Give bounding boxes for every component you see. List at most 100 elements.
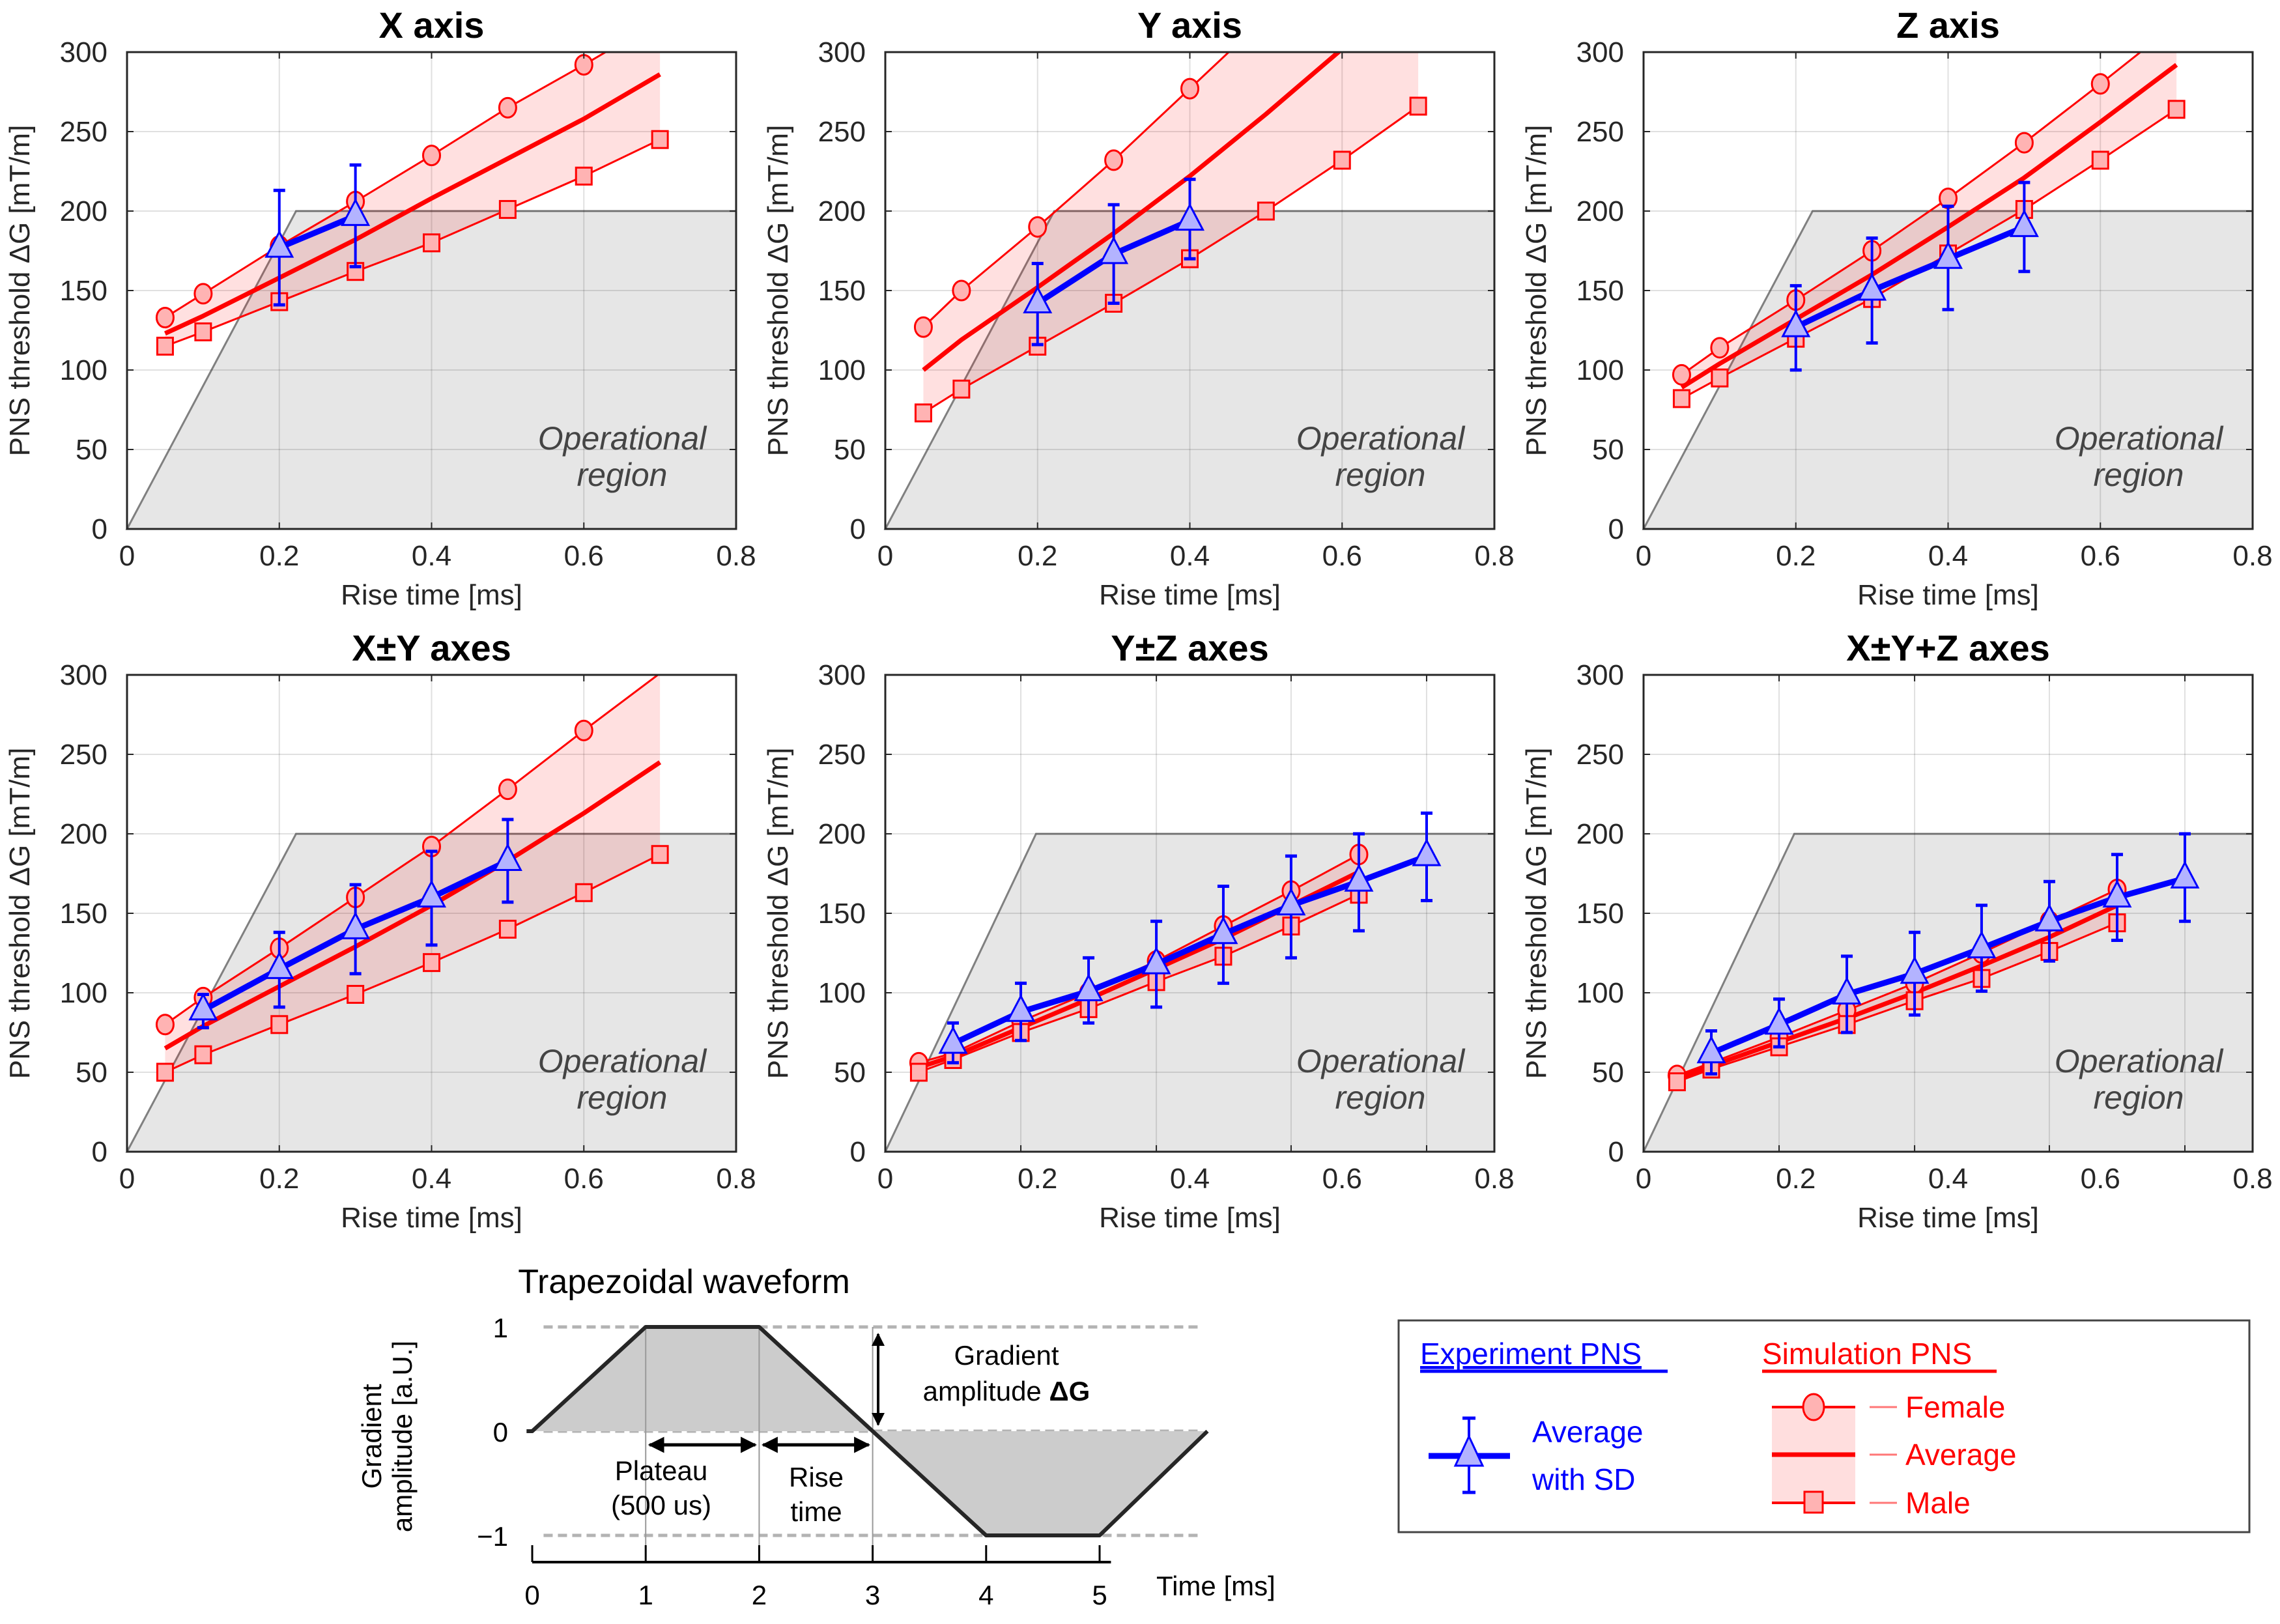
experiment-marker <box>938 1025 968 1054</box>
amplitude-axis-label-2: amplitude [a.U.] <box>387 1341 418 1532</box>
x-tick-label: 0.6 <box>2081 540 2120 572</box>
experiment-marker <box>1344 863 1374 892</box>
x-axis-label: Rise time [ms] <box>341 1202 522 1234</box>
male-marker <box>1257 201 1275 221</box>
time-tick-label: 5 <box>1092 1580 1107 1610</box>
male-marker <box>270 1015 289 1034</box>
female-marker <box>574 719 593 741</box>
male-marker <box>423 953 440 973</box>
female-marker <box>1180 78 1199 100</box>
series-layer <box>155 52 669 356</box>
x-tick-label: 0.8 <box>716 540 756 572</box>
y-tick-label: 250 <box>818 739 866 771</box>
experiment-marker <box>1141 946 1171 975</box>
female-marker <box>155 1014 175 1036</box>
y-tick-label: 250 <box>60 739 107 771</box>
series-layer <box>1667 832 2200 1092</box>
x-tick-label: 0 <box>119 1163 135 1195</box>
operational-region-label-2: region <box>1335 457 1426 493</box>
y-tick-label: 150 <box>818 898 866 930</box>
male-marker <box>194 322 212 341</box>
y-axis-label: PNS threshold ΔG [mT/m] <box>762 125 794 457</box>
time-axis-label: Time [ms] <box>1156 1571 1275 1601</box>
series-layer <box>913 52 1427 423</box>
x-tick-label: 0 <box>877 540 893 572</box>
male-marker <box>2091 150 2109 170</box>
y-tick-label: 100 <box>60 977 107 1009</box>
male-marker <box>423 233 440 253</box>
simulation-female-line <box>922 52 1231 328</box>
chart-title: Y axis <box>1137 5 1242 46</box>
y-axis-label: PNS threshold ΔG [mT/m] <box>4 125 36 457</box>
rise-time-label-1: Rise <box>789 1462 844 1492</box>
experiment-average-line <box>1794 224 2026 330</box>
y-tick-label: 50 <box>76 434 107 466</box>
experiment-marker <box>1967 930 1997 959</box>
experiment-marker <box>1900 956 1930 984</box>
operational-region-label-1: Operational <box>1296 420 1466 457</box>
y-tick-label: 200 <box>1576 818 1624 850</box>
y-tick-label: 100 <box>818 977 866 1009</box>
operational-region-label-2: region <box>2094 457 2184 493</box>
triangle-marker-icon <box>1453 1434 1485 1467</box>
y-tick-label: 0 <box>92 513 107 545</box>
experiment-marker <box>417 879 446 908</box>
x-tick-label: 0.6 <box>2081 1163 2120 1195</box>
experiment-marker <box>2170 861 2200 889</box>
y-axis-label: PNS threshold ΔG [mT/m] <box>1520 125 1552 457</box>
y-tick-label: 100 <box>1576 977 1624 1009</box>
waveform-fill-positive <box>532 1327 873 1431</box>
circle-marker-icon <box>1802 1393 1825 1421</box>
simulation-male-line <box>918 893 1360 1074</box>
x-tick-label: 0.2 <box>259 1163 299 1195</box>
simulation-male-line <box>164 138 661 347</box>
experiment-marker <box>188 992 218 1021</box>
operational-region-label-1: Operational <box>538 420 707 457</box>
x-tick-label: 0.6 <box>1322 1163 1362 1195</box>
male-marker <box>1409 96 1427 116</box>
time-tick-label: 0 <box>524 1580 539 1610</box>
legend-simulation-heading: Simulation PNS <box>1762 1337 1972 1371</box>
y-tick-label: 250 <box>818 116 866 148</box>
y-tick-label: 50 <box>834 1057 866 1089</box>
legend-experiment-heading: Experiment PNS <box>1420 1337 1642 1371</box>
y-tick-label: 50 <box>834 434 866 466</box>
x-axis-label: Rise time [ms] <box>1857 1202 2039 1234</box>
y-tick-label: 50 <box>1592 434 1624 466</box>
experiment-marker <box>341 198 371 226</box>
female-marker <box>498 778 517 801</box>
x-tick-label: 0.4 <box>1170 1163 1210 1195</box>
female-marker <box>155 306 175 328</box>
experiment-marker <box>341 911 371 939</box>
male-marker <box>1333 150 1351 170</box>
y-tick-label: 200 <box>818 195 866 227</box>
chart-title: Z axis <box>1896 5 2000 46</box>
y-tick-label: 300 <box>1576 36 1624 68</box>
experiment-marker <box>1023 285 1053 314</box>
male-marker <box>909 1062 928 1082</box>
x-tick-label: 0.4 <box>1928 1163 1968 1195</box>
x-tick-label: 0.8 <box>716 1163 756 1195</box>
experiment-marker <box>1832 976 1862 1004</box>
simulation-female-line <box>164 675 660 1026</box>
x-tick-label: 0 <box>1636 540 1651 572</box>
simulation-female-line <box>1681 52 2143 376</box>
male-marker <box>156 336 174 356</box>
experiment-marker <box>1175 203 1204 231</box>
y-tick-label: 0 <box>1608 513 1624 545</box>
experiment-marker <box>2034 903 2064 932</box>
x-tick-label: 0.2 <box>1018 540 1057 572</box>
experiment-marker <box>1696 1035 1726 1064</box>
x-axis-label: Rise time [ms] <box>1099 1202 1281 1234</box>
operational-region-label-2: region <box>577 457 668 493</box>
male-marker <box>347 984 365 1004</box>
chart-title: Y±Z axes <box>1111 627 1268 668</box>
x-tick-label: 0.6 <box>564 1163 604 1195</box>
female-marker <box>1028 216 1047 238</box>
legend-experiment-label-1: Average <box>1532 1415 1644 1449</box>
y-tick-label: 200 <box>60 195 107 227</box>
male-marker <box>1668 1072 1686 1092</box>
